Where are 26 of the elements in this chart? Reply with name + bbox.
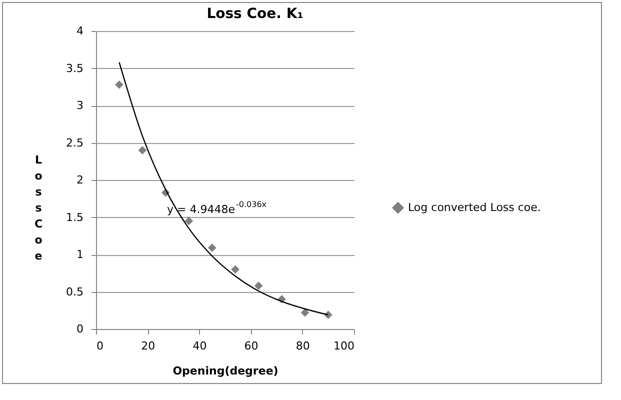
point [138, 146, 147, 154]
point [300, 308, 310, 317]
point [231, 265, 240, 274]
point [184, 216, 194, 226]
x-axis-title: Opening(degree) [172, 364, 278, 378]
x-tick-label: 20 [141, 340, 156, 352]
point [254, 282, 263, 290]
x-tick-label: 80 [296, 340, 310, 352]
y-tick-label: 2.5 [66, 136, 84, 150]
x-tick-label: 0 [96, 340, 104, 352]
y-tick-label: 2 [76, 174, 84, 186]
x-tick-label: 100 [334, 340, 354, 352]
chart-title: Loss Coe. K₁ [206, 6, 304, 22]
x-tick-label: 40 [192, 340, 207, 352]
y-tick-label: 0.5 [66, 285, 84, 298]
y-axis-title: Loss Coe [34, 154, 43, 262]
x-tick-label: 60 [244, 340, 258, 352]
y-tick-label: 3 [76, 99, 84, 112]
y-tick-label: 1.5 [66, 210, 84, 224]
point [115, 80, 124, 89]
y-tick-label: 4 [76, 24, 84, 38]
legend-label: Log converted Loss coe. [408, 200, 541, 214]
y-tick-label: 3.5 [66, 62, 84, 75]
point [208, 244, 216, 252]
y-tick-label: 1 [76, 248, 84, 261]
y-tick-label: 0 [76, 322, 84, 336]
